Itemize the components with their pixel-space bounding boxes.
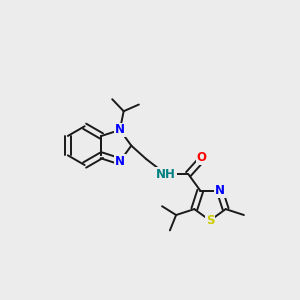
Text: N: N [115,155,125,168]
Text: N: N [215,184,225,197]
Text: NH: NH [156,168,176,181]
Text: O: O [197,151,207,164]
Text: N: N [115,124,125,136]
Text: S: S [206,214,214,227]
